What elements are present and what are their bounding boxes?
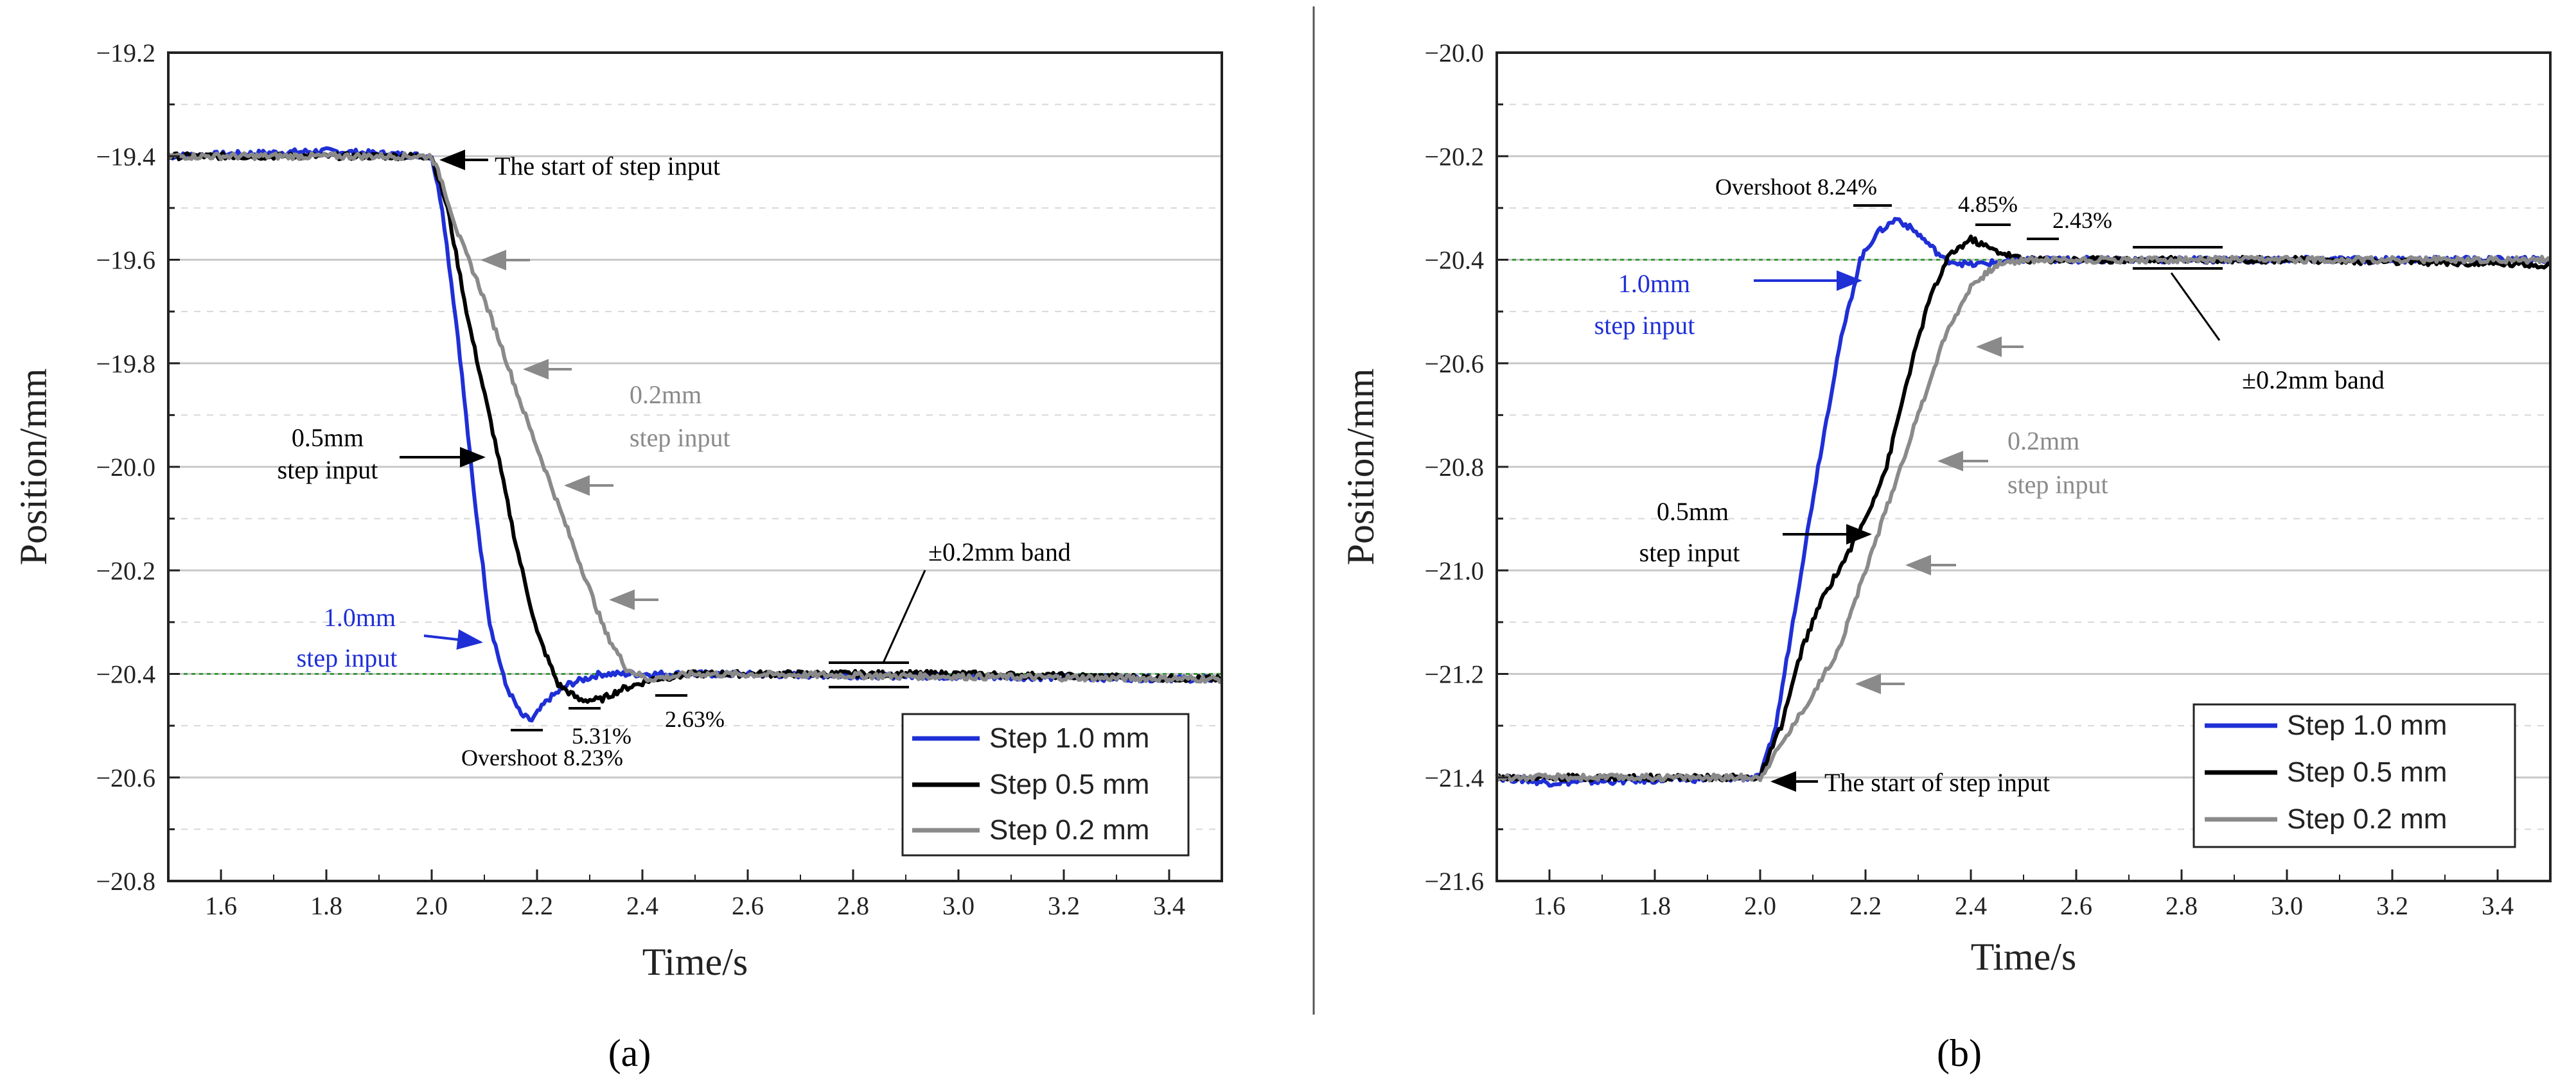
y-tick-label-b: −21.4	[1424, 764, 1484, 792]
band-leader-a	[882, 570, 926, 663]
annotation-fifth-line1-b: 0.2mm	[2007, 426, 2079, 455]
x-tick-label-a: 2.0	[416, 891, 448, 920]
annotation-overshoot-b: Overshoot 8.24%	[1715, 174, 1877, 200]
x-tick-label-b: 2.4	[1955, 891, 1987, 920]
y-tick-label-b: −20.6	[1424, 349, 1484, 378]
series-line-gray-a	[166, 151, 1224, 685]
y-tick-label-a: −20.8	[96, 867, 155, 896]
annotation-overshoot-a: Overshoot 8.23%	[461, 745, 623, 771]
panel-label-b: (b)	[1937, 1032, 1982, 1074]
x-tick-label-b: 1.8	[1639, 891, 1671, 920]
legend-a: Step 1.0 mm Step 0.5 mm Step 0.2 mm	[901, 713, 1190, 857]
x-tick-label-b: 1.6	[1533, 891, 1566, 920]
annotation-band-b: ±0.2mm band	[2242, 365, 2385, 394]
y-tick-label-a: −19.6	[96, 246, 155, 275]
series-group-b	[1495, 216, 2552, 788]
annotation-start-a: The start of step input	[495, 152, 720, 180]
annotation-one-line1-b: 1.0mm	[1618, 269, 1690, 298]
annotation-ov2-b: 4.85%	[1958, 191, 2018, 217]
y-tick-label-b: −21.0	[1424, 556, 1484, 585]
y-axis-label-b: Position/mm	[1339, 369, 1382, 566]
x-axis-label-b: Time/s	[1971, 936, 2077, 978]
x-tick-label-b: 3.0	[2271, 891, 2303, 920]
series-line-gray-b	[1495, 254, 2552, 783]
y-tick-label-b: −20.8	[1424, 453, 1484, 482]
annotation-fifth-line2-a: step input	[630, 423, 730, 452]
annotation-half-line2-a: step input	[278, 455, 378, 484]
x-tick-label-a: 1.8	[310, 891, 342, 920]
annotation-one-line2-b: step input	[1594, 311, 1695, 340]
chart-panel-b: −21.6 −21.4 −21.2 −21.0 −20.8 −20.6 −20.4 −20.2…	[1339, 39, 2552, 1074]
x-tick-label-b: 3.4	[2482, 891, 2514, 920]
legend-label-b-1: Step 1.0 mm	[2287, 710, 2447, 741]
annotation-fifth-line1-a: 0.2mm	[630, 380, 701, 409]
x-tick-label-a: 2.4	[626, 891, 658, 920]
annotation-one-line1-a: 1.0mm	[324, 603, 396, 632]
x-tick-label-a: 2.2	[521, 891, 553, 920]
legend-label-b-3: Step 0.2 mm	[2287, 803, 2447, 835]
legend-label-a-2: Step 0.5 mm	[989, 769, 1149, 800]
x-tick-label-a: 3.2	[1048, 891, 1080, 920]
x-tick-label-a: 2.8	[837, 891, 869, 920]
annotation-band-a: ±0.2mm band	[928, 537, 1071, 566]
ticks-a: −20.8 −20.6 −20.4 −20.2 −20.0 −19.8 −19.6 −19.4…	[96, 39, 1222, 920]
y-tick-label-a: −19.4	[96, 142, 155, 171]
legend-box-b	[2192, 703, 2516, 848]
y-tick-label-a: −20.0	[96, 453, 155, 482]
band-leader-b	[2170, 272, 2221, 341]
annotation-ov2-a: 5.31%	[572, 723, 631, 749]
y-tick-label-a: −19.2	[96, 39, 155, 67]
legend-label-a-3: Step 0.2 mm	[989, 814, 1149, 846]
annotation-fifth-line2-b: step input	[2007, 470, 2108, 499]
one-arrow-a	[423, 629, 483, 650]
annotation-ov3-a: 2.63%	[665, 706, 725, 732]
y-tick-label-b: −20.4	[1424, 246, 1484, 275]
x-tick-label-a: 2.6	[732, 891, 764, 920]
annotation-start-b: The start of step input	[1824, 768, 2050, 797]
x-tick-label-a: 1.6	[205, 891, 237, 920]
x-tick-label-b: 2.8	[2166, 891, 2198, 920]
annotation-half-line1-b: 0.5mm	[1657, 497, 1729, 526]
panel-label-a: (a)	[608, 1032, 651, 1074]
annotation-half-line2-b: step input	[1639, 538, 1740, 567]
x-tick-label-b: 2.0	[1744, 891, 1776, 920]
annotation-one-line2-a: step input	[297, 643, 398, 672]
ticks-b: −21.6 −21.4 −21.2 −21.0 −20.8 −20.6 −20.4 −20.2…	[1424, 39, 2551, 920]
x-tick-label-a: 3.0	[942, 891, 975, 920]
y-tick-label-a: −20.6	[96, 764, 155, 792]
x-axis-label-a: Time/s	[642, 941, 748, 983]
x-tick-label-a: 3.4	[1153, 891, 1185, 920]
y-axis-label-a: Position/mm	[12, 369, 55, 566]
x-tick-label-b: 2.2	[1849, 891, 1882, 920]
y-tick-label-b: −21.6	[1424, 867, 1484, 896]
y-tick-label-a: −20.2	[96, 556, 155, 585]
legend-label-b-2: Step 0.5 mm	[2287, 756, 2447, 788]
y-tick-label-b: −20.2	[1424, 142, 1484, 171]
y-tick-label-b: −20.0	[1424, 39, 1484, 67]
annotation-ov3-b: 2.43%	[2052, 207, 2112, 233]
legend-b: Step 1.0 mm Step 0.5 mm Step 0.2 mm	[2192, 703, 2516, 848]
y-tick-label-a: −19.8	[96, 349, 155, 378]
series-group-a	[166, 146, 1224, 723]
x-tick-label-b: 3.2	[2376, 891, 2408, 920]
annotation-half-line1-a: 0.5mm	[292, 423, 364, 452]
x-tick-label-b: 2.6	[2060, 891, 2092, 920]
chart-panel-a: −20.8 −20.6 −20.4 −20.2 −20.0 −19.8 −19.6 −19.4…	[12, 39, 1224, 1074]
y-tick-label-b: −21.2	[1424, 660, 1484, 689]
y-tick-label-a: −20.4	[96, 660, 155, 689]
legend-label-a-1: Step 1.0 mm	[989, 722, 1149, 754]
